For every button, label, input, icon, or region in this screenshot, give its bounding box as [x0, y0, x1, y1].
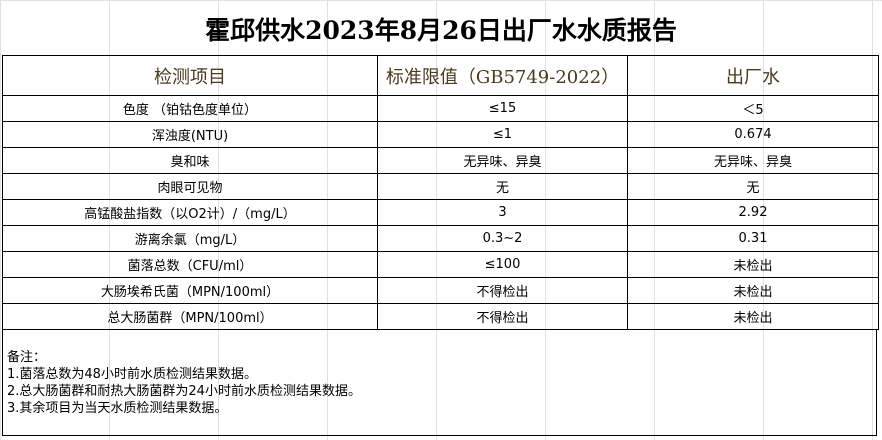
note-item: 2.总大肠菌群和耐热大肠菌群为24小时前水质检测结果数据。 [7, 384, 361, 399]
result-cell: 无异味、异臭 [627, 147, 879, 174]
table-row: 臭和味 无异味、异臭 无异味、异臭 [2, 147, 879, 174]
header-standard: 标准限值（GB5749-2022） [377, 55, 628, 96]
table-row: 菌落总数（CFU/ml） ≤100 未检出 [2, 251, 879, 278]
note-item: 1.菌落总数为48小时前水质检测结果数据。 [7, 367, 257, 382]
result-cell: ＜5 [627, 95, 879, 122]
item-cell: 游离余氯（mg/L） [2, 225, 378, 252]
item-cell: 高锰酸盐指数（以O2计）/（mg/L） [2, 199, 378, 226]
notes-heading: 备注： [7, 350, 47, 365]
standard-cell: ≤1 [377, 121, 628, 148]
table-row: 浑浊度(NTU) ≤1 0.674 [2, 121, 879, 148]
table-row: 肉眼可见物无无 [2, 173, 879, 200]
item-cell: 菌落总数（CFU/ml） [2, 251, 378, 278]
notes-section: 备注： 1.菌落总数为48小时前水质检测结果数据。 2.总大肠菌群和耐热大肠菌群… [2, 329, 877, 436]
standard-cell: 3 [377, 199, 628, 226]
result-cell: 未检出 [627, 277, 879, 304]
standard-cell: 不得检出 [377, 277, 628, 304]
table-row: 高锰酸盐指数（以O2计）/（mg/L） 3 2.92 [2, 199, 879, 226]
result-cell: 未检出 [627, 303, 879, 330]
item-cell: 肉眼可见物 [2, 173, 378, 200]
item-cell: 色度 （铂钴色度单位） [2, 95, 378, 122]
item-cell: 总大肠菌群（MPN/100ml） [2, 303, 378, 330]
result-cell: 0.674 [627, 121, 879, 148]
table-row: 色度 （铂钴色度单位） ≤15 ＜5 [2, 95, 879, 122]
header-item: 检测项目 [2, 55, 378, 96]
item-cell: 浑浊度(NTU) [2, 121, 378, 148]
report-title: 霍邱供水2023年8月26日出厂水水质报告 [205, 16, 677, 45]
result-cell: 未检出 [627, 251, 879, 278]
standard-cell: 无 [377, 173, 628, 200]
item-cell: 大肠埃希氏菌（MPN/100ml） [2, 277, 378, 304]
item-cell: 臭和味 [2, 147, 378, 174]
standard-cell: 不得检出 [377, 303, 628, 330]
standard-cell: 0.3~2 [377, 225, 628, 252]
result-cell: 无 [627, 173, 879, 200]
standard-cell: 无异味、异臭 [377, 147, 628, 174]
table-row: 游离余氯（mg/L） 0.3~2 0.31 [2, 225, 879, 252]
header-factory-water: 出厂水 [627, 55, 879, 96]
header-row: 检测项目 标准限值（GB5749-2022） 出厂水 [2, 55, 879, 96]
note-item: 3.其余项目为当天水质检测结果数据。 [7, 401, 228, 416]
water-quality-table: 检测项目 标准限值（GB5749-2022） 出厂水 色度 （铂钴色度单位） ≤1… [2, 55, 879, 330]
table-row: 总大肠菌群（MPN/100ml） 不得检出 未检出 [2, 303, 879, 330]
standard-cell: ≤15 [377, 95, 628, 122]
result-cell: 0.31 [627, 225, 879, 252]
result-cell: 2.92 [627, 199, 879, 226]
table-row: 大肠埃希氏菌（MPN/100ml） 不得检出 未检出 [2, 277, 879, 304]
standard-cell: ≤100 [377, 251, 628, 278]
